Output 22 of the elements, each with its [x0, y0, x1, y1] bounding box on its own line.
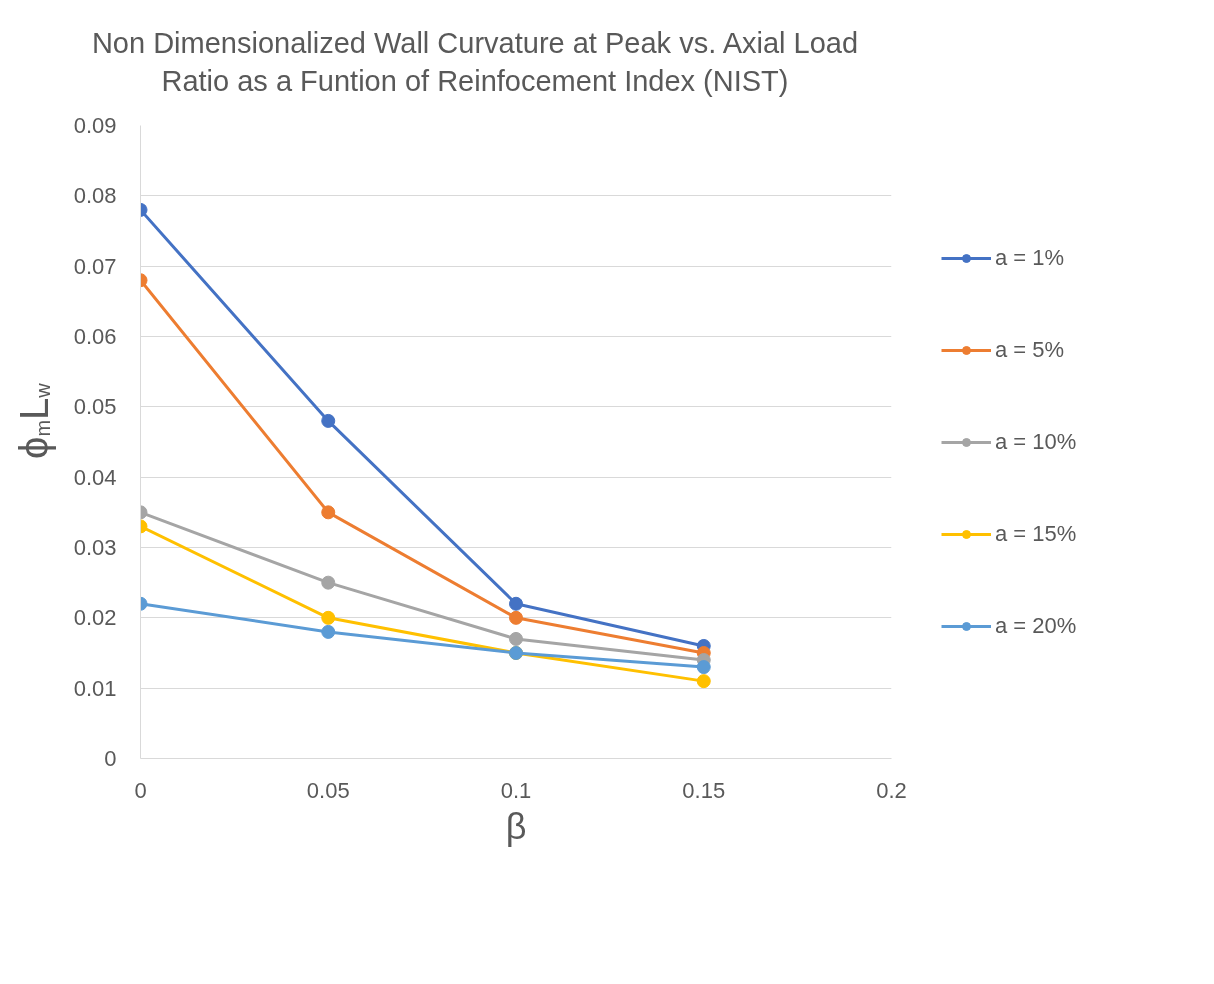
x-tick-label: 0.2 [876, 777, 907, 803]
y-tick-label: 0.08 [73, 183, 117, 209]
x-tick-label: 0.1 [500, 777, 532, 803]
y-tick-label: 0.05 [73, 394, 117, 420]
chart-title: Non Dimensionalized Wall Curvature at Peak vs. Axial Load Ratio as a Funtion of Reinfocement Index (NIST) [91, 26, 859, 99]
legend-label: a = 5% [995, 336, 1065, 363]
y-tick-label: 0 [104, 746, 117, 772]
x-tick-label: 0.05 [306, 777, 350, 803]
x-axis-title: β [505, 805, 527, 847]
y-tick-label: 0.01 [73, 676, 117, 702]
y-tick-label: 0.09 [73, 113, 117, 139]
x-tick-label: 0 [134, 777, 147, 803]
y-tick-label: 0.06 [73, 324, 117, 350]
legend-label: a = 20% [995, 612, 1077, 639]
x-tick-label: 0.15 [682, 777, 726, 803]
legend-label: a = 15% [995, 520, 1077, 547]
legend-label: a = 1% [995, 244, 1065, 271]
y-tick-label: 0.02 [73, 605, 117, 631]
y-tick-label: 0.03 [73, 535, 117, 561]
y-tick-label: 0.04 [73, 465, 117, 491]
y-tick-label: 0.07 [73, 254, 117, 280]
legend-label: a = 10% [995, 428, 1077, 455]
